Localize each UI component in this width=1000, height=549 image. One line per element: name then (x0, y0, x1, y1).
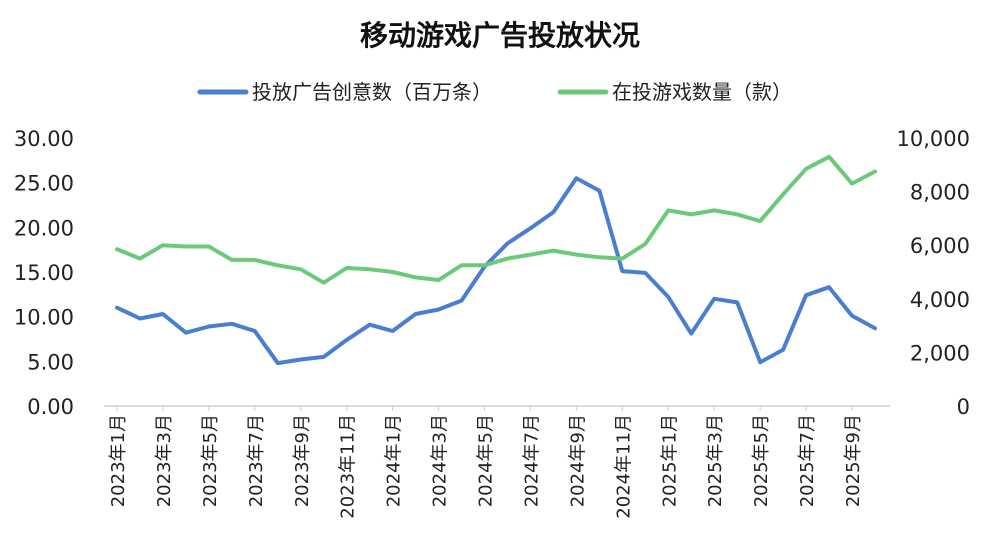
series-line-creatives (115, 176, 877, 366)
series-line-games (115, 154, 877, 285)
left-axis-tick-label: 10.00 (14, 306, 74, 330)
left-axis-tick-label: 30.00 (14, 127, 74, 151)
left-axis-tick-label: 25.00 (14, 172, 74, 196)
x-axis-tick-label: 2025年5月 (751, 414, 772, 507)
left-axis-tick-label: 15.00 (14, 261, 74, 285)
legend-label-creatives: 投放广告创意数（百万条） (252, 80, 492, 104)
x-axis-tick-label: 2025年7月 (797, 414, 818, 507)
x-axis-tick-label: 2025年3月 (705, 414, 726, 507)
x-axis-tick-label: 2023年9月 (292, 414, 313, 507)
right-axis-tick-label: 2,000 (910, 341, 970, 365)
chart-title: 移动游戏广告投放状况 (360, 19, 640, 52)
x-axis-tick-label: 2024年9月 (567, 414, 588, 507)
left-axis-tick-label: 5.00 (27, 350, 74, 374)
x-axis-tick-label: 2024年11月 (613, 414, 634, 519)
x-axis-tick-label: 2023年1月 (108, 414, 129, 507)
right-axis-tick-label: 8,000 (910, 181, 970, 205)
x-axis-tick-label: 2024年1月 (384, 414, 405, 507)
left-axis: 0.00 5.00 10.00 15.00 20.00 25.00 30.00 (14, 127, 74, 419)
legend: 投放广告创意数（百万条） 在投游戏数量（款） (197, 80, 792, 104)
legend-label-games: 在投游戏数量（款） (612, 80, 792, 104)
x-axis-tick-label: 2025年1月 (659, 414, 680, 507)
right-axis-tick-label: 4,000 (910, 288, 970, 312)
x-axis-tick-label: 2025年9月 (843, 414, 864, 507)
x-axis-tick-label: 2024年3月 (430, 414, 451, 507)
x-axis-tick-label: 2024年5月 (476, 414, 497, 507)
x-axis: 2023年1月 2023年3月 2023年5月 2023年7月 2023年9月 2023年… (108, 406, 864, 519)
x-axis-tick-label: 2023年3月 (154, 414, 175, 507)
left-axis-tick-label: 20.00 (14, 216, 74, 240)
right-axis: 0 2,000 4,000 6,000 8,000 10,000 (897, 127, 970, 419)
x-axis-tick-label: 2023年5月 (200, 414, 221, 507)
right-axis-tick-label: 0 (957, 395, 970, 419)
series-layer (115, 154, 877, 366)
x-axis-tick-label: 2024年7月 (521, 414, 542, 507)
left-axis-tick-label: 0.00 (27, 395, 74, 419)
x-axis-tick-label: 2023年11月 (338, 414, 359, 519)
x-axis-tick-label: 2023年7月 (246, 414, 267, 507)
right-axis-tick-label: 10,000 (897, 127, 970, 151)
right-axis-tick-label: 6,000 (910, 234, 970, 258)
